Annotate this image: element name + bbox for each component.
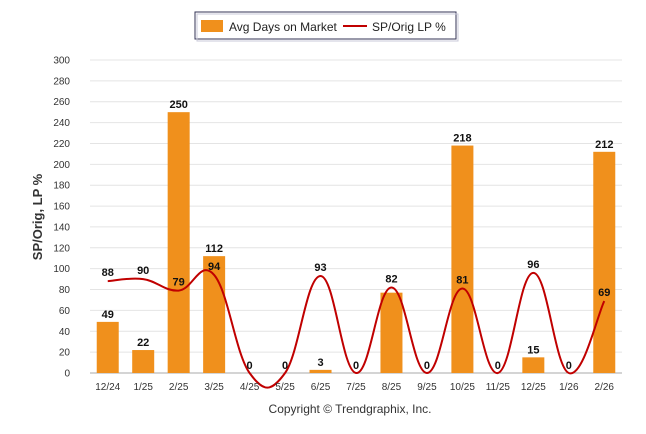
x-tick-label: 9/25 (417, 382, 437, 393)
sp-orig-lp-line (107, 269, 606, 389)
x-tick-label: 4/25 (240, 382, 260, 393)
y-tick-label: 160 (53, 202, 70, 213)
bar-value-label: 22 (137, 337, 149, 349)
y-tick-label: 180 (53, 181, 70, 192)
bar-value-label: 0 (566, 360, 572, 372)
x-tick-label: 5/25 (275, 382, 295, 393)
bar (451, 145, 474, 373)
x-tick-label: 12/25 (521, 382, 546, 393)
line-value-label: 93 (314, 262, 326, 274)
line-value-label: 82 (385, 273, 397, 285)
bar (96, 321, 119, 373)
y-tick-label: 0 (64, 369, 70, 380)
x-tick-label: 1/25 (133, 382, 153, 393)
y-tick-label: 280 (53, 76, 70, 87)
bar-value-label: 0 (247, 360, 253, 372)
bar-value-label: 0 (424, 360, 430, 372)
legend: Avg Days on Market SP/Orig LP % (194, 11, 459, 42)
y-tick-label: 60 (59, 306, 71, 317)
line-value-label: 94 (208, 261, 221, 273)
x-tick-label: 2/25 (169, 382, 189, 393)
y-tick-label: 120 (53, 243, 70, 254)
bar-series (96, 112, 616, 374)
x-tick-label: 11/25 (486, 382, 511, 393)
x-tick-label: 3/25 (204, 382, 224, 393)
bar-value-label: 15 (527, 344, 539, 356)
bar-value-label: 0 (353, 360, 359, 372)
bar-value-label: 0 (282, 360, 288, 372)
y-tick-label: 200 (53, 160, 70, 171)
line-series (107, 269, 606, 389)
legend-line-label: SP/Orig LP % (372, 20, 446, 34)
x-tick-label: 7/25 (346, 382, 366, 393)
line-value-label: 69 (598, 287, 610, 299)
line-value-label: 96 (527, 259, 539, 271)
line-value-label: 88 (102, 267, 114, 279)
x-tick-label: 10/25 (450, 382, 475, 393)
y-tick-label: 240 (53, 118, 70, 129)
x-tick-label: 2/26 (595, 382, 615, 393)
legend-box (194, 11, 457, 40)
y-tick-label: 20 (59, 348, 71, 359)
legend-bar-swatch (201, 20, 223, 32)
bar (522, 357, 545, 373)
bar-value-label: 212 (595, 139, 613, 151)
legend-bar-label: Avg Days on Market (229, 20, 337, 34)
bar-value-label: 49 (102, 309, 114, 321)
y-tick-label: 300 (53, 56, 70, 67)
y-tick-label: 220 (53, 139, 70, 150)
x-tick-label: 6/25 (311, 382, 331, 393)
bar (380, 292, 403, 373)
y-tick-label: 260 (53, 97, 70, 108)
y-tick-label: 80 (59, 285, 71, 296)
legend-shadow (196, 13, 459, 42)
bar-value-label: 3 (317, 357, 323, 369)
copyright-text: Copyright © Trendgraphix, Inc. (269, 402, 432, 416)
bar-value-label: 0 (495, 360, 501, 372)
line-data-labels: 88 90 79 94 93 82 81 96 69 (102, 259, 611, 299)
bar-data-labels: 49 22 250 112 0 0 3 0 0 218 0 15 0 212 (102, 99, 614, 372)
line-value-label: 81 (456, 274, 468, 286)
x-tick-label: 12/24 (95, 382, 120, 393)
bar (593, 151, 616, 373)
y-axis-ticks: 0 20 40 60 80 100 120 140 160 180 200 220 240 260 280 3… (53, 56, 70, 380)
bar (309, 369, 332, 373)
y-tick-label: 40 (59, 327, 71, 338)
x-axis-ticks: 12/24 1/25 2/25 3/25 4/25 5/25 6/25 7/25 8/25 9/2… (95, 382, 614, 393)
x-tick-label: 8/25 (382, 382, 402, 393)
x-tick-label: 1/26 (559, 382, 579, 393)
line-value-label: 90 (137, 265, 149, 277)
y-tick-label: 140 (53, 222, 70, 233)
bar-value-label: 112 (205, 243, 223, 255)
bar-value-label: 218 (453, 133, 471, 145)
y-tick-label: 100 (53, 264, 70, 275)
bar-value-label: 250 (169, 99, 187, 111)
y-axis-title: SP/Orig, LP % (30, 173, 45, 260)
bar (167, 112, 190, 374)
line-value-label: 79 (173, 277, 185, 289)
bar (132, 350, 155, 373)
